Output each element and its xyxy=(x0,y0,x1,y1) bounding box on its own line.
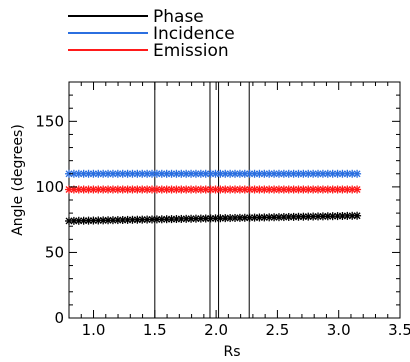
marker-stroke xyxy=(119,216,127,224)
marker-stroke xyxy=(99,216,107,224)
x-tick-label: 1.0 xyxy=(82,321,106,339)
marker-stroke xyxy=(275,213,283,221)
marker-stroke xyxy=(153,215,161,223)
marker-stroke xyxy=(168,215,176,223)
marker-stroke xyxy=(192,215,200,223)
marker-stroke xyxy=(295,213,302,221)
marker-stroke xyxy=(353,186,361,193)
marker-stroke xyxy=(324,212,332,220)
plot-frame xyxy=(68,81,401,319)
marker-stroke xyxy=(172,215,180,223)
x-tick-label: 3.0 xyxy=(327,321,351,339)
marker-stroke xyxy=(265,213,273,221)
marker-stroke xyxy=(129,216,136,224)
marker-stroke xyxy=(251,214,259,222)
marker-stroke xyxy=(231,214,239,222)
marker-stroke xyxy=(177,215,185,223)
data-point-phase xyxy=(245,213,254,222)
marker-stroke xyxy=(143,216,151,224)
marker-stroke xyxy=(197,215,205,223)
marker-stroke xyxy=(94,216,102,224)
marker-stroke xyxy=(85,217,92,225)
plot-area xyxy=(68,81,401,319)
marker-stroke xyxy=(80,217,88,225)
marker-stroke xyxy=(216,214,224,222)
data-points xyxy=(65,169,362,225)
legend-label-emission: Emission xyxy=(153,41,229,61)
data-point-incidence xyxy=(353,169,362,178)
marker-stroke xyxy=(299,213,307,221)
y-tick-label: 100 xyxy=(35,178,64,196)
marker-stroke xyxy=(187,215,195,223)
marker-stroke xyxy=(304,213,312,221)
marker-stroke xyxy=(319,212,327,220)
marker-stroke xyxy=(353,170,361,178)
marker-stroke xyxy=(114,216,122,224)
marker-stroke xyxy=(109,216,117,224)
marker-stroke xyxy=(221,214,229,222)
marker-stroke xyxy=(309,213,317,220)
marker-stroke xyxy=(255,214,263,221)
legend-label-incidence: Incidence xyxy=(153,24,235,44)
marker-stroke xyxy=(260,213,268,221)
x-tick-label: 2.0 xyxy=(204,321,228,339)
axis-ticks: 1.0 1.5 2.0 2.5 3.0 3.5 0 50 100 150 xyxy=(35,82,410,339)
x-tick-label: 3.5 xyxy=(388,321,410,339)
marker-stroke xyxy=(124,216,132,224)
marker-stroke xyxy=(314,212,322,220)
marker-stroke xyxy=(343,212,351,220)
x-tick-label: 1.5 xyxy=(143,321,167,339)
data-point-phase xyxy=(270,213,279,222)
marker-stroke xyxy=(138,216,146,224)
marker-stroke xyxy=(163,215,171,223)
marker-stroke xyxy=(334,212,342,220)
marker-stroke xyxy=(212,214,219,222)
marker-stroke xyxy=(182,215,190,223)
marker-stroke xyxy=(280,213,288,221)
marker-stroke xyxy=(338,212,346,220)
marker-stroke xyxy=(89,217,97,224)
x-tick-label: 2.5 xyxy=(265,321,289,339)
marker-stroke xyxy=(290,213,298,221)
vertical-lines xyxy=(154,82,250,318)
marker-stroke xyxy=(148,216,156,223)
marker-stroke xyxy=(75,217,83,225)
marker-stroke xyxy=(133,216,141,224)
marker-stroke xyxy=(70,217,78,225)
marker-stroke xyxy=(207,214,215,222)
marker-stroke xyxy=(202,215,210,222)
y-axis-label: Angle (degrees) xyxy=(10,124,26,236)
marker-stroke xyxy=(241,214,249,222)
y-tick-label: 150 xyxy=(35,112,64,130)
data-point-phase xyxy=(69,216,78,225)
data-point-phase xyxy=(353,211,362,220)
marker-stroke xyxy=(353,212,361,220)
marker-stroke xyxy=(348,212,356,220)
data-point-emission xyxy=(353,185,362,194)
marker-stroke xyxy=(158,215,166,223)
marker-stroke xyxy=(285,213,293,221)
marker-stroke xyxy=(270,213,278,221)
marker-stroke xyxy=(329,212,337,220)
x-axis-label: Rs xyxy=(223,344,240,360)
marker-stroke xyxy=(236,214,244,222)
legend-label-phase: Phase xyxy=(153,7,204,27)
marker-stroke xyxy=(65,217,73,225)
marker-stroke xyxy=(226,214,234,222)
marker-stroke xyxy=(246,214,254,222)
y-tick-label: 50 xyxy=(45,243,64,261)
marker-stroke xyxy=(104,216,112,224)
y-tick-label: 0 xyxy=(54,309,64,327)
